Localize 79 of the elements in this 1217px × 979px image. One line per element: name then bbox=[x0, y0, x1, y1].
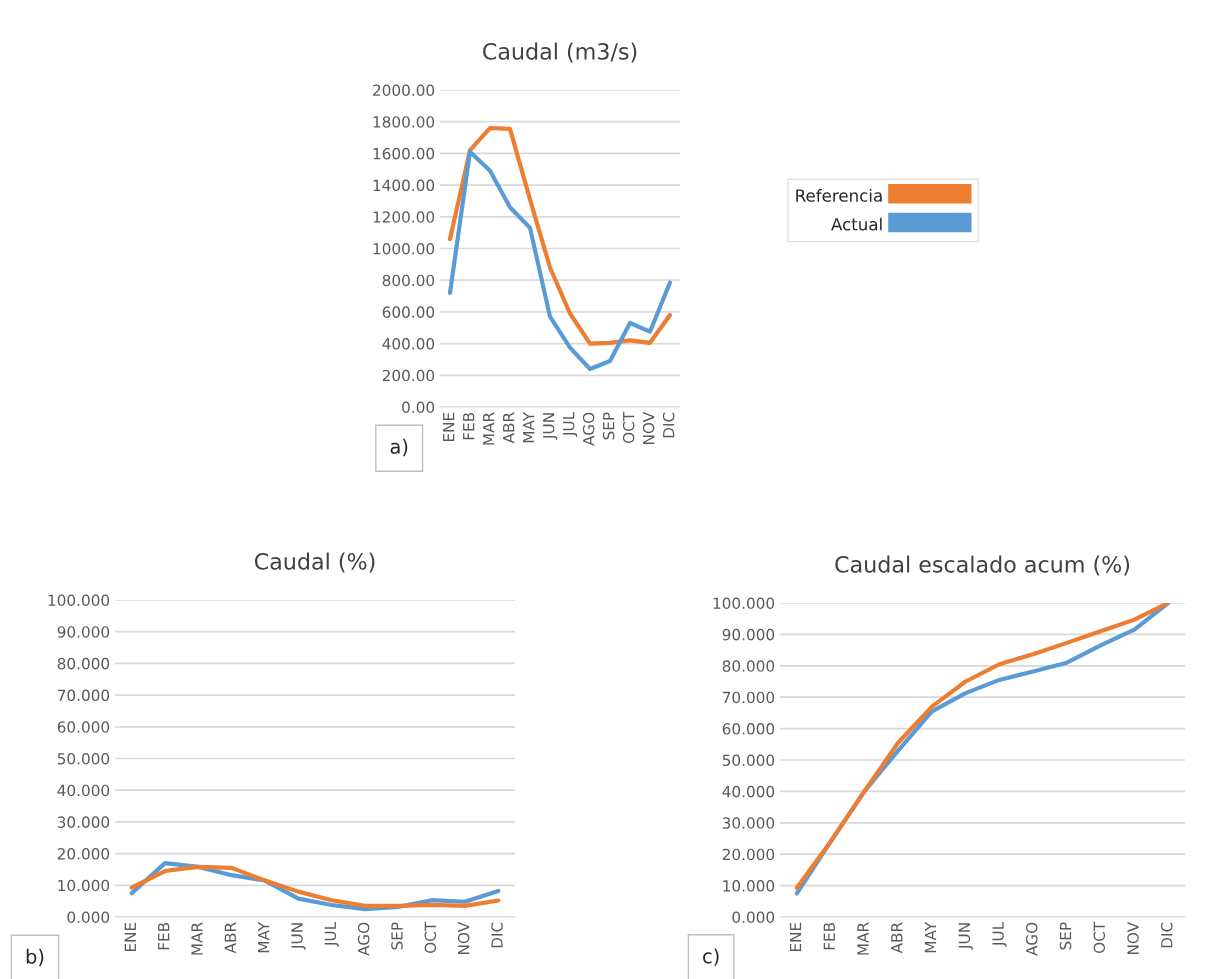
y-tick-label: 40.000 bbox=[57, 784, 110, 797]
x-tick-label: AGO bbox=[357, 922, 370, 956]
x-tick-label: FEB bbox=[158, 922, 170, 950]
y-tick-label: 1600.00 bbox=[373, 147, 435, 160]
x-tick-label: OCT bbox=[1093, 921, 1106, 954]
y-tick-label: 20.000 bbox=[57, 848, 110, 860]
line-series bbox=[447, 149, 673, 372]
y-tick-label: 100.000 bbox=[48, 594, 110, 607]
y-tick-label: 0.00 bbox=[402, 401, 435, 414]
y-tick-label: 70.000 bbox=[722, 691, 775, 704]
x-tick-label: OCT bbox=[424, 921, 437, 954]
y-tick-label: 10.000 bbox=[58, 879, 110, 892]
y-tick-label: 70.000 bbox=[57, 689, 110, 702]
y-tick-label: 60.000 bbox=[722, 723, 775, 735]
legend-label: Referencia bbox=[796, 188, 882, 202]
y-tick-label: 600.00 bbox=[382, 306, 435, 318]
x-tick-label: NOV bbox=[1127, 921, 1139, 954]
y-tick-label: 30.000 bbox=[57, 816, 110, 828]
y-tick-label: 800.00 bbox=[382, 274, 435, 287]
x-tick-label: ABR bbox=[224, 922, 236, 954]
x-tick-label: SEP bbox=[391, 922, 403, 950]
x-tick-label: SEP bbox=[1059, 922, 1072, 950]
x-tick-label: ENE bbox=[789, 922, 802, 952]
x-tick-label: MAY bbox=[258, 921, 270, 953]
y-tick-label: 60.000 bbox=[57, 721, 110, 733]
x-tick-label: OCT bbox=[622, 411, 635, 444]
x-tick-label: JUL bbox=[992, 921, 1007, 947]
y-tick-label: 90.000 bbox=[722, 628, 775, 641]
chart-title: Caudal (%) bbox=[254, 552, 375, 573]
chart-title: Caudal escalado acum (%) bbox=[835, 555, 1130, 576]
x-tick-label: JUN bbox=[291, 923, 306, 950]
x-tick-label: JUN bbox=[958, 923, 973, 950]
x-tick-label: MAR bbox=[857, 922, 869, 955]
y-tick-label: 90.000 bbox=[57, 626, 110, 638]
y-tick-label: 80.000 bbox=[722, 660, 775, 672]
line-series bbox=[447, 125, 673, 346]
x-tick-label: NOV bbox=[457, 921, 470, 954]
y-tick-label: 1000.00 bbox=[373, 242, 435, 255]
y-tick-label: 0.000 bbox=[67, 911, 110, 924]
y-tick-label: 400.00 bbox=[382, 338, 435, 350]
x-tick-label: JUL bbox=[563, 411, 578, 437]
text: b) bbox=[26, 948, 44, 967]
x-tick-label: FEB bbox=[823, 922, 835, 950]
y-tick-label: 200.00 bbox=[382, 369, 435, 382]
x-tick-label: MAY bbox=[523, 411, 535, 443]
x-tick-label: NOV bbox=[642, 411, 655, 444]
x-tick-label: JUL bbox=[324, 921, 339, 947]
x-tick-label: DIC bbox=[491, 922, 503, 948]
x-tick-label: AGO bbox=[582, 412, 595, 446]
y-tick-label: 50.000 bbox=[57, 752, 110, 765]
x-tick-label: DIC bbox=[1161, 922, 1173, 948]
x-tick-label: AGO bbox=[1026, 922, 1038, 956]
y-tick-label: 50.000 bbox=[722, 754, 775, 767]
x-tick-label: DIC bbox=[662, 412, 675, 438]
text: c) bbox=[703, 948, 719, 966]
y-tick-label: 30.000 bbox=[722, 817, 775, 829]
x-tick-label: MAR bbox=[191, 922, 203, 955]
y-tick-label: 10.000 bbox=[723, 880, 775, 892]
x-tick-label: FEB bbox=[463, 412, 475, 440]
x-tick-label: MAY bbox=[924, 921, 937, 953]
x-tick-label: ENE bbox=[124, 922, 136, 952]
y-tick-label: 100.000 bbox=[713, 597, 775, 610]
x-tick-label: ABR bbox=[503, 412, 515, 444]
legend-label: Actual bbox=[831, 217, 882, 231]
text: a) bbox=[390, 438, 408, 457]
y-tick-label: 20.000 bbox=[722, 848, 775, 861]
y-tick-label: 0.000 bbox=[732, 911, 775, 924]
chart-title: Caudal (m3/s) bbox=[483, 42, 637, 63]
y-tick-label: 1400.00 bbox=[373, 179, 435, 192]
x-tick-label: ABR bbox=[891, 922, 903, 954]
y-tick-label: 1200.00 bbox=[373, 211, 435, 223]
y-tick-label: 40.000 bbox=[722, 785, 775, 798]
x-tick-label: ENE bbox=[443, 412, 455, 442]
x-tick-label: MAR bbox=[483, 412, 495, 445]
y-tick-label: 2000.00 bbox=[373, 84, 435, 97]
x-tick-label: JUN bbox=[543, 413, 558, 440]
y-tick-label: 1800.00 bbox=[373, 116, 435, 128]
x-tick-label: SEP bbox=[602, 412, 615, 440]
y-tick-label: 80.000 bbox=[57, 657, 110, 670]
